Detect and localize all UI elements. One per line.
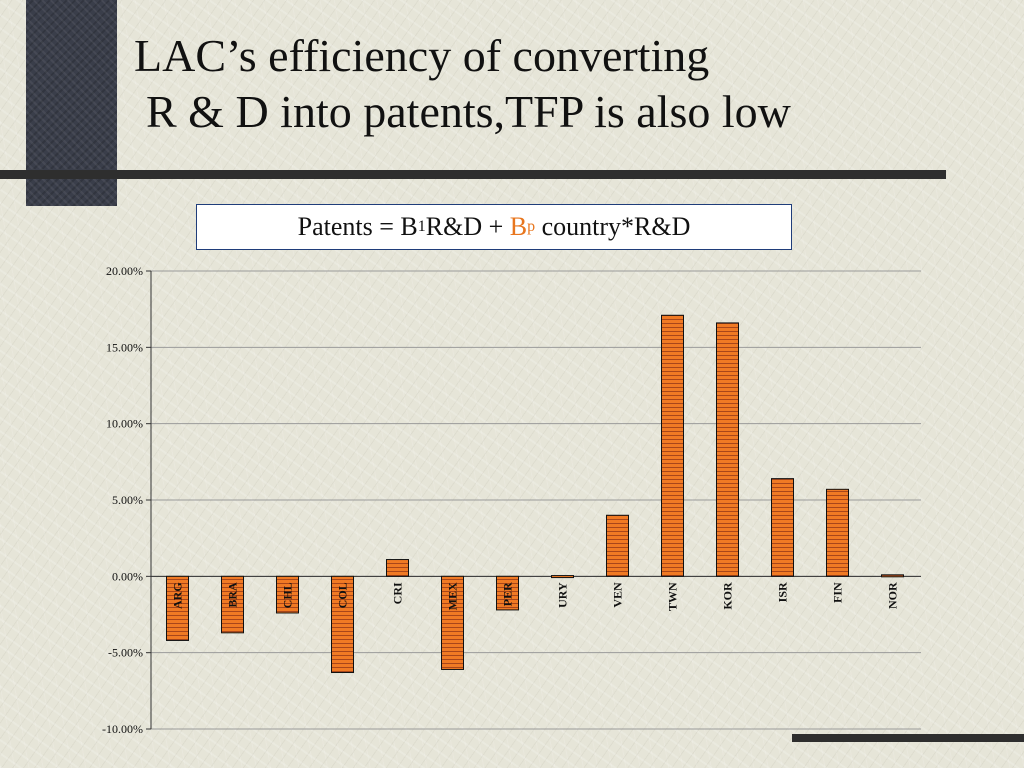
y-tick-label: 5.00% — [112, 493, 143, 507]
category-label-mex: MEX — [446, 582, 460, 610]
y-tick-label: 0.00% — [112, 569, 143, 583]
title-divider — [0, 170, 946, 179]
category-label-twn: TWN — [666, 582, 680, 611]
category-label-arg: ARG — [171, 582, 185, 609]
formula-subscript-1: 1 — [417, 218, 426, 235]
category-label-per: PER — [501, 582, 515, 606]
bar-fin — [826, 488, 849, 577]
category-label-nor: NOR — [886, 582, 900, 609]
bar-nor — [881, 574, 904, 578]
bar-kor — [716, 322, 739, 577]
formula-part-1: Patents = B — [297, 212, 418, 241]
y-tick-label: 20.00% — [106, 264, 143, 278]
category-label-chl: CHL — [281, 582, 295, 608]
y-tick-label: -5.00% — [108, 646, 143, 660]
bar-mex — [441, 575, 464, 670]
slide-title: LAC’s efficiency of converting R & D int… — [134, 28, 994, 140]
category-label-kor: KOR — [721, 582, 735, 610]
footer-rule — [792, 734, 1024, 742]
category-label-ury: URY — [556, 582, 570, 608]
category-label-bra: BRA — [226, 582, 240, 608]
category-label-ven: VEN — [611, 582, 625, 608]
formula-accent-b: B — [509, 212, 528, 241]
category-label-cri: CRI — [391, 582, 405, 604]
y-tick-label: 15.00% — [106, 340, 143, 354]
y-tick-label: 10.00% — [106, 417, 143, 431]
formula-accent-subscript: p — [527, 218, 536, 235]
bar-twn — [661, 314, 684, 577]
bar-ury — [551, 575, 574, 579]
category-label-isr: ISR — [776, 582, 790, 602]
formula-part-2: R&D + — [425, 212, 510, 241]
bar-ven — [606, 514, 629, 577]
bar-chl — [276, 575, 299, 614]
title-line-1: LAC’s efficiency of converting — [134, 30, 710, 81]
formula-part-3: country*R&D — [535, 212, 691, 241]
bar-cri — [386, 559, 409, 577]
bar-col — [331, 575, 354, 674]
category-label-fin: FIN — [831, 582, 845, 603]
y-tick-label: -10.00% — [102, 722, 143, 736]
title-line-2: R & D into patents,TFP is also low — [146, 86, 791, 137]
bar-bra — [221, 575, 244, 634]
bar-isr — [771, 478, 794, 577]
category-label-col: COL — [336, 582, 350, 608]
bar-per — [496, 575, 519, 611]
bar-arg — [166, 575, 189, 641]
